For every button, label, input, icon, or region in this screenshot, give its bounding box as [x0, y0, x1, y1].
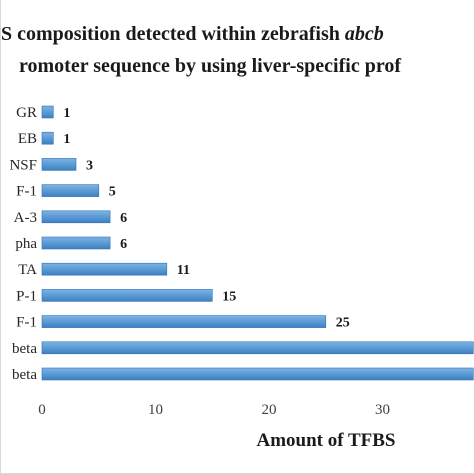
- x-tick-labels: 0 10 20 30: [38, 402, 390, 418]
- y-tick-label-9: beta: [12, 341, 37, 357]
- bar-3: [41, 184, 100, 197]
- data-label-6: 11: [177, 263, 190, 278]
- data-label-1: 1: [63, 132, 70, 147]
- y-tick-label-8: F-1: [16, 315, 37, 331]
- y-tick-label-3: F-1: [16, 184, 37, 200]
- y-tick-label-7: P-1: [16, 288, 37, 304]
- y-tick-label-6: TA: [18, 262, 37, 278]
- bar-6: [41, 262, 168, 276]
- bar-4: [41, 210, 111, 224]
- x-tick-label-3: 30: [375, 402, 390, 418]
- y-tick-label-5: pha: [15, 236, 37, 252]
- chart-title-line-1: S composition detected within zebrafish …: [1, 23, 384, 45]
- bar-10: [41, 367, 474, 381]
- y-tick-label-4: A-3: [14, 210, 37, 226]
- y-tick-label-2: NSF: [9, 157, 37, 173]
- y-tick-labels: GR EB NSF F-1 A-3 pha TA P-1 F-1 beta beta: [9, 105, 37, 383]
- y-tick-label-10: beta: [12, 367, 37, 383]
- x-tick-label-0: 0: [38, 402, 46, 418]
- bar-1: [41, 131, 54, 145]
- data-label-2: 3: [86, 158, 93, 173]
- data-label-5: 6: [120, 237, 127, 252]
- data-label-8: 25: [336, 316, 350, 331]
- data-label-4: 6: [120, 211, 127, 226]
- bar-5: [41, 236, 111, 250]
- bar-0: [41, 105, 54, 119]
- bar-9: [41, 341, 474, 355]
- bar-7: [41, 289, 213, 302]
- y-tick-label-0: GR: [16, 105, 37, 121]
- x-tick-label-1: 10: [148, 402, 163, 418]
- bar-8: [41, 315, 327, 328]
- bars-group: [41, 105, 474, 381]
- y-tick-label-1: EB: [18, 131, 37, 147]
- bar-2: [41, 158, 77, 171]
- data-label-3: 5: [109, 185, 116, 200]
- data-label-0: 1: [63, 106, 70, 121]
- x-tick-label-2: 20: [262, 402, 277, 418]
- data-label-7: 15: [222, 289, 236, 304]
- x-axis-title: Amount of TFBS: [256, 430, 395, 451]
- chart-title-line-2: romoter sequence by using liver-specific…: [19, 55, 401, 77]
